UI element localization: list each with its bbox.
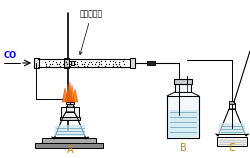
Bar [66,102,74,104]
Text: CO: CO [4,51,17,60]
Bar [35,143,102,148]
Bar [60,117,80,120]
Bar [61,107,79,118]
Bar [42,138,96,144]
Bar [71,61,74,65]
Bar [34,58,39,68]
Bar [216,137,246,146]
Bar [228,101,234,104]
Polygon shape [69,85,74,102]
Bar [64,58,69,68]
Bar [67,104,73,107]
Bar [130,58,134,68]
Polygon shape [217,123,245,134]
Text: A: A [66,145,73,155]
Text: C: C [228,143,234,153]
Polygon shape [54,125,86,136]
Bar [173,79,191,84]
Text: B: B [179,143,186,153]
Polygon shape [65,84,70,102]
Polygon shape [72,89,78,102]
Bar [146,61,154,65]
Bar [228,103,234,109]
Polygon shape [68,82,72,102]
Bar [166,96,198,138]
Polygon shape [167,110,197,137]
Bar [66,106,74,112]
Bar [68,103,72,107]
Polygon shape [62,88,68,102]
Bar [174,84,190,92]
Text: 铁的氧化物: 铁的氧化物 [79,9,103,55]
